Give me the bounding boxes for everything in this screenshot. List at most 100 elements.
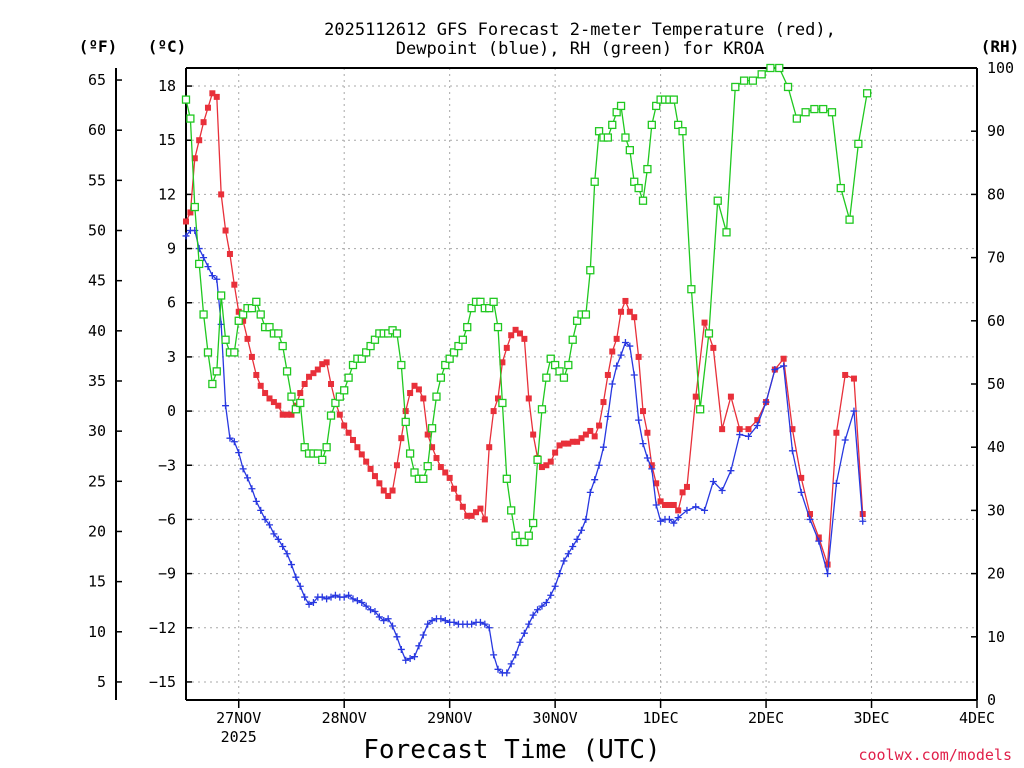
2-meter-temperature-point (442, 469, 449, 476)
dewpoint-point (551, 582, 559, 590)
dewpoint-point (301, 593, 309, 601)
2-meter-temperature-point (745, 426, 752, 433)
fahrenheit-unit-label: (ºF) (79, 37, 118, 56)
rh-point (278, 341, 287, 351)
rh-point (507, 506, 516, 515)
fahrenheit-tick-label: 50 (88, 222, 106, 240)
dewpoint-point (608, 380, 616, 388)
dewpoint-point (582, 515, 590, 523)
2-meter-temperature-point (626, 308, 633, 315)
rh-point (498, 398, 507, 408)
rh-point (766, 63, 775, 73)
time-tick-label: 4DEC (959, 709, 995, 727)
dewpoint-point (635, 416, 643, 424)
fahrenheit-tick-label: 25 (88, 472, 106, 490)
rh-point (678, 127, 687, 136)
rh-point (669, 95, 678, 104)
rh-point (581, 310, 591, 319)
2-meter-temperature-point (464, 512, 471, 519)
2-meter-temperature-point (204, 104, 211, 111)
dewpoint-point (692, 503, 700, 511)
rh-point (819, 104, 828, 114)
rh-point (634, 183, 643, 193)
dewpoint-point (573, 535, 581, 543)
2-meter-temperature-point (459, 503, 466, 510)
2-meter-temperature-point (275, 402, 282, 409)
2-meter-temperature-point (248, 353, 255, 360)
rh-point (862, 89, 872, 98)
2-meter-temperature-point (547, 458, 554, 465)
fahrenheit-tick-label: 65 (88, 71, 106, 89)
2-meter-temperature-point (279, 411, 286, 418)
2-meter-temperature-point (358, 451, 365, 458)
2-meter-temperature-point (393, 462, 400, 469)
2-meter-temperature-point (675, 507, 682, 514)
rh-point (511, 531, 520, 540)
dewpoint-point (494, 665, 502, 673)
rh-point (559, 373, 569, 382)
series-2-meter-temperature (183, 90, 866, 568)
2-meter-temperature-point (833, 429, 840, 436)
fahrenheit-axis: 5 10 15 20 25 30 35 40 45 50 55 60 65 (88, 71, 122, 691)
rh-point (186, 114, 195, 123)
2-meter-temperature-point (618, 308, 625, 315)
rh-point (801, 108, 810, 117)
2-meter-temperature-point (842, 371, 849, 378)
dewpoint-point (780, 362, 788, 370)
rh-tick-label: 90 (987, 122, 1005, 140)
time-tick-label: 1DEC (643, 709, 679, 727)
2-meter-temperature-point (437, 464, 444, 471)
2-meter-temperature-point (385, 492, 392, 499)
2-meter-temperature-point (525, 395, 532, 402)
rh-point (300, 443, 309, 452)
2-meter-temperature-point (543, 462, 550, 469)
rh-point (195, 259, 204, 269)
rh-point (748, 76, 758, 85)
2-meter-temperature-point (560, 440, 567, 447)
rh-point (533, 455, 542, 464)
dewpoint-point (701, 506, 709, 514)
dewpoint-point (340, 593, 348, 601)
dewpoint-point (362, 602, 370, 610)
2-meter-temperature-point (191, 155, 198, 162)
2-meter-temperature-point (569, 438, 576, 445)
celsius-tick-label: −9 (158, 565, 176, 583)
2-meter-temperature-point (552, 449, 559, 456)
rh-point (537, 405, 547, 414)
2-meter-temperature-point (648, 462, 655, 469)
celsius-tick-label: 9 (167, 240, 176, 258)
time-tick-label: 2DEC (748, 709, 784, 727)
dewpoint-point (599, 443, 607, 451)
dewpoint-point (617, 351, 625, 359)
rh-point (775, 63, 784, 73)
dewpoint-point (630, 371, 638, 379)
2-meter-temperature-point (222, 227, 229, 234)
dewpoint-point (476, 618, 484, 626)
celsius-unit-label: (ºC) (148, 37, 187, 56)
2-meter-temperature-point (798, 474, 805, 481)
dewpoint-point (569, 543, 577, 551)
rh-point (282, 367, 292, 376)
2-meter-temperature-point (231, 281, 238, 288)
rh-point (625, 146, 634, 155)
rh-point (287, 392, 296, 401)
fahrenheit-tick-label: 45 (88, 272, 106, 290)
2-meter-temperature-point (468, 512, 475, 519)
rh-point (397, 360, 406, 370)
celsius-tick-label: −12 (149, 619, 176, 637)
2-meter-temperature-point (538, 464, 545, 471)
fahrenheit-tick-label: 30 (88, 422, 106, 440)
dewpoint-point (182, 232, 190, 240)
dewpoint-point (244, 474, 252, 482)
rh-point (291, 405, 301, 414)
dewpoint-point (507, 660, 515, 668)
rh-point (652, 101, 661, 111)
2-meter-temperature-point (683, 483, 690, 490)
dewpoint-point (353, 597, 361, 605)
celsius-tick-label: 6 (167, 294, 176, 312)
rh-point (208, 379, 217, 389)
2-meter-temperature-point (578, 435, 585, 442)
2-meter-temperature-point (244, 335, 251, 342)
2-meter-temperature-point (512, 326, 519, 333)
rh-tick-label: 20 (987, 565, 1005, 583)
